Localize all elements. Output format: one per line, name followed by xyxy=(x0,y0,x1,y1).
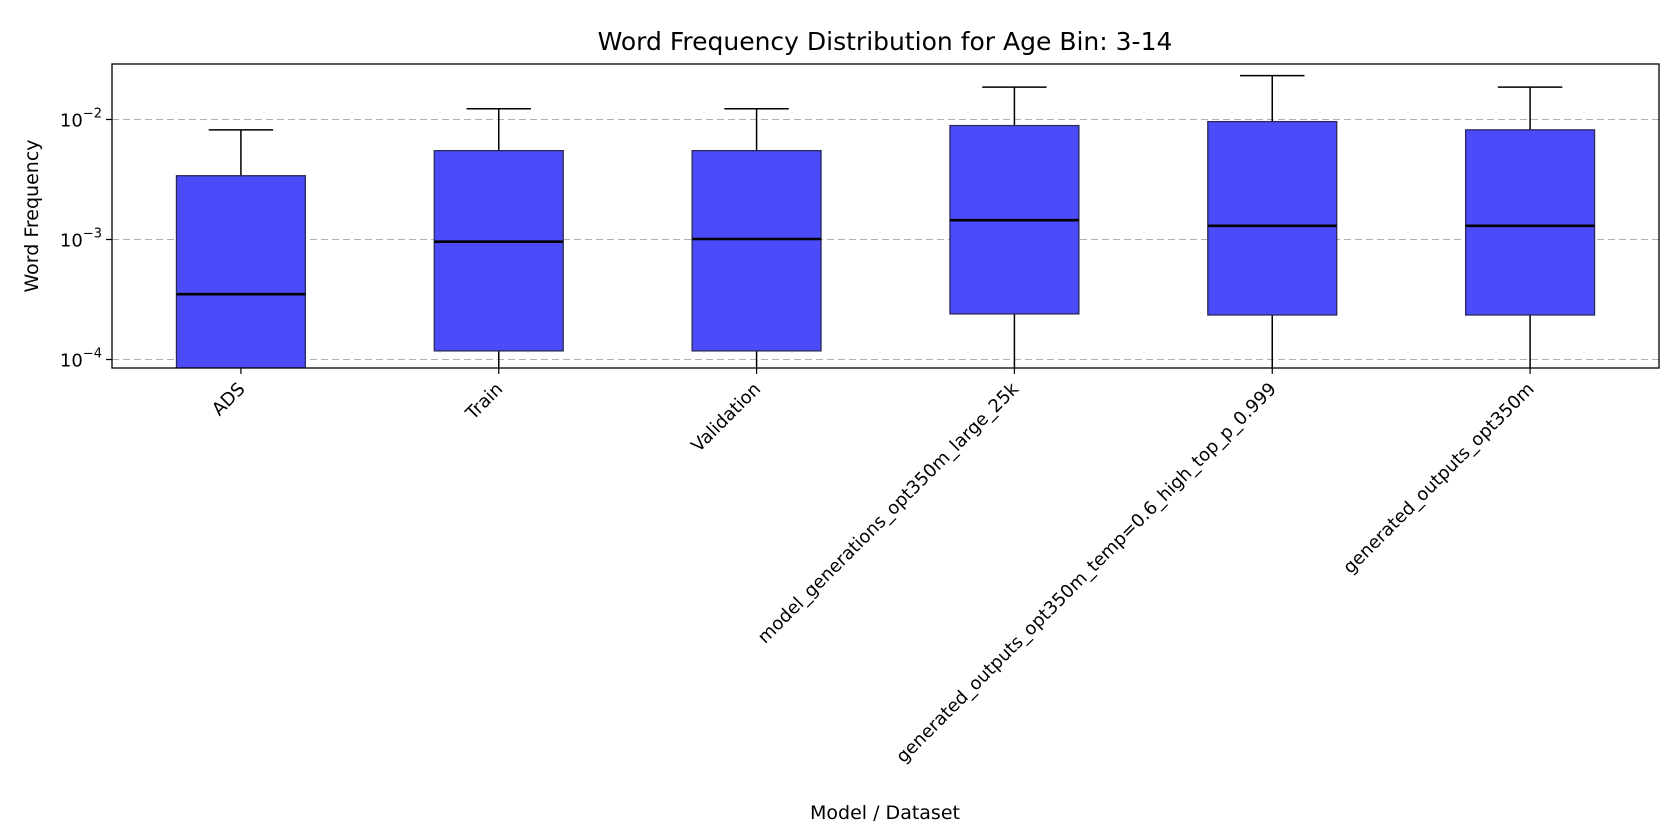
boxes-layer xyxy=(175,74,1596,368)
box-4 xyxy=(1207,120,1338,316)
box-group-5 xyxy=(1464,86,1596,368)
chart-title: Word Frequency Distribution for Age Bin:… xyxy=(598,27,1173,56)
box-group-3 xyxy=(949,86,1080,368)
x-tick-label-0: ADS xyxy=(208,379,249,420)
x-tick-label-5: generated_outputs_opt350m xyxy=(1339,379,1538,578)
x-tick-label-1: Train xyxy=(461,379,507,425)
y-axis-ticks: 10−4 10−3 10−2 xyxy=(60,106,112,372)
x-axis-label: Model / Dataset xyxy=(810,802,960,824)
x-tick-label-2: Validation xyxy=(687,379,765,457)
box-group-0 xyxy=(175,129,307,368)
box-5 xyxy=(1464,129,1596,316)
box-group-1 xyxy=(433,107,564,368)
grid-lines xyxy=(112,118,1659,361)
box-0 xyxy=(175,175,307,368)
x-axis-ticks: ADS Train Validationmodel_generations_opt3… xyxy=(208,368,1539,767)
y-tick-label-2: 10−2 xyxy=(60,106,102,131)
box-group-4 xyxy=(1207,74,1338,368)
box-1 xyxy=(433,150,564,352)
plot-area-frame xyxy=(111,63,1660,369)
box-group-2 xyxy=(691,107,822,368)
y-tick-label-0: 10−4 xyxy=(60,347,102,372)
x-tick-label-3: model_generations_opt350m_large_25k xyxy=(754,378,1024,648)
y-axis-label: Word Frequency xyxy=(21,139,43,292)
box-2 xyxy=(691,150,822,352)
y-tick-label-1: 10−3 xyxy=(60,227,102,252)
